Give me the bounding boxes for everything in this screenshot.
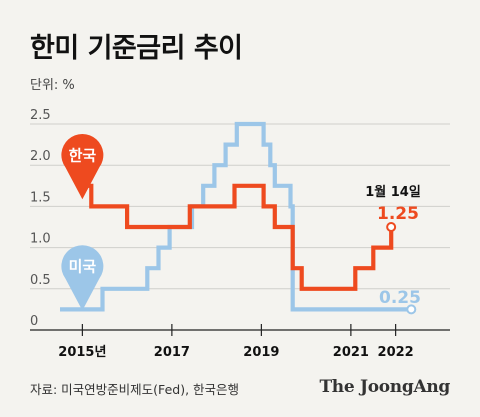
series-line-korea — [82, 183, 394, 291]
x-tick-label-2: 2019 — [243, 345, 279, 360]
y-tick-label-2: 1.0 — [30, 232, 51, 247]
endpoint-korea — [386, 222, 397, 232]
x-axis: 2015년 2017 2019 2021 2022 — [58, 324, 414, 360]
x-tick-label-0: 2015년 — [58, 345, 106, 360]
y-tick-label-1: 0.5 — [30, 273, 51, 288]
pin-label: 한국 — [69, 146, 97, 164]
endpoint-us — [406, 304, 417, 315]
publisher-logo: The JoongAng — [319, 377, 450, 397]
annotation-us-value: 0.25 — [379, 288, 421, 308]
y-tick-label-3: 1.5 — [30, 190, 51, 205]
series-lines — [60, 121, 417, 315]
x-tick-label-1: 2017 — [154, 345, 190, 360]
y-tick-label-4: 2.0 — [30, 149, 51, 164]
pin-label: 미국 — [69, 258, 97, 276]
annotation-korea-value: 1.25 — [377, 204, 419, 224]
y-axis-labels: 0 0.5 1.0 1.5 2.0 2.5 — [30, 108, 51, 329]
pin-marker-korea: 한국 — [61, 133, 104, 200]
pin-marker-us: 미국 — [61, 245, 104, 311]
series-line-us — [60, 121, 412, 312]
y-tick-label-5: 2.5 — [30, 108, 51, 123]
y-tick-label-0: 0 — [30, 314, 38, 329]
pin-shape — [61, 133, 104, 200]
pin-shape — [61, 245, 104, 311]
annotation-date: 1월 14일 — [365, 184, 421, 200]
end-annotations: 1월 14일 1.25 0.25 — [365, 184, 421, 308]
x-tick-label-3: 2021 — [333, 345, 369, 360]
chart-title: 한미 기준금리 추이 — [30, 33, 243, 64]
source-note: 자료: 미국연방준비제도(Fed), 한국은행 — [30, 382, 240, 397]
x-tick-label-4: 2022 — [378, 345, 414, 360]
unit-label: 단위: % — [30, 78, 75, 93]
